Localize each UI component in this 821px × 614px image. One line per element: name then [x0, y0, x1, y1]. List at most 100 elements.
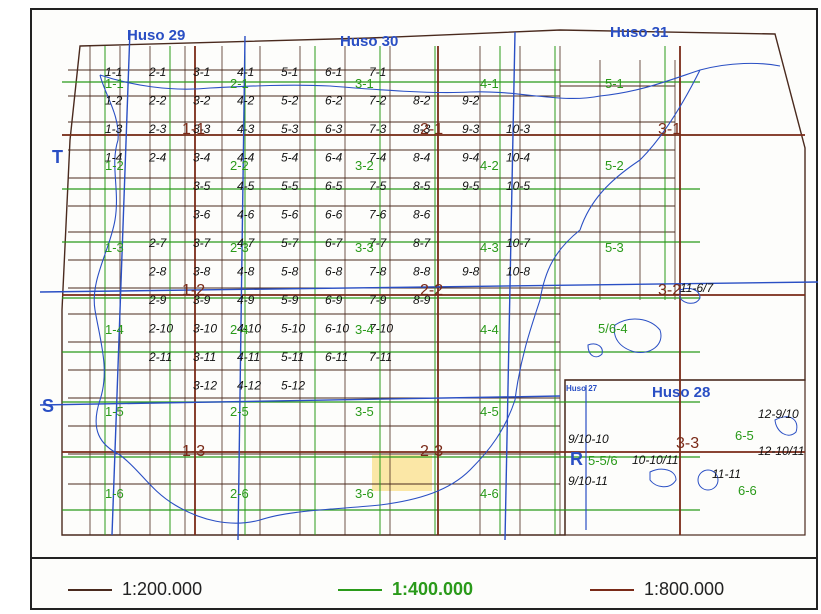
sheet-label-400000: 6-5	[735, 428, 754, 443]
legend-label-800000: 1:800.000	[644, 579, 725, 599]
sheet-label-200000: 5-7	[281, 236, 300, 250]
sheet-label-200000: 7-6	[369, 208, 387, 222]
sheet-label-200000: 10-4	[506, 151, 530, 165]
sheet-label-200000: 4-4	[237, 151, 255, 165]
legend-item-200000: 1:200.000	[68, 579, 202, 600]
sheet-label-200000: 5-2	[281, 94, 299, 108]
zone-boundary-line	[111, 29, 131, 536]
sheet-label-200000: 10-3	[506, 122, 530, 136]
sheet-label-400000: 4-5	[480, 404, 499, 419]
sheet-label-400000: 3-5	[355, 404, 374, 419]
sheet-label-200000: 8-2	[413, 94, 431, 108]
sheet-label-200000: 9-2	[462, 94, 480, 108]
sheet-label-200000: 9/10-11	[568, 474, 608, 488]
legend-line-200000	[68, 589, 112, 592]
sheet-label-400000: 3-2	[355, 158, 374, 173]
sheet-label-200000: 4-2	[237, 94, 255, 108]
coastline	[93, 62, 798, 524]
sheet-label-200000: 5-9	[281, 293, 299, 307]
sheet-label-200000: 6-10	[325, 322, 349, 336]
sheet-label-400000: 5-3	[605, 240, 624, 255]
sheet-label-200000: 7-1	[369, 65, 386, 79]
sheet-label-200000: 6-9	[325, 293, 343, 307]
sheet-label-200000: 7-7	[369, 236, 388, 250]
legend-line-800000	[590, 589, 634, 592]
sheet-label-200000: 10-10/11	[632, 453, 678, 467]
sheet-label-400000: 4-3	[480, 240, 499, 255]
sheet-label-400000: 5-5/6	[588, 453, 618, 468]
sheet-label-200000: 5-6	[281, 208, 299, 222]
sheet-label-200000: 4-9	[237, 293, 255, 307]
sheet-label-200000: 8-8	[413, 265, 431, 279]
sheet-label-200000: 7-8	[369, 265, 387, 279]
sheet-label-200000: 2-4	[148, 151, 167, 165]
sheet-label-200000: 3-4	[193, 151, 211, 165]
sheet-label-200000: 11-6/7	[680, 281, 714, 295]
highlighted-sheet	[372, 455, 432, 491]
sheet-label-200000: 1-2	[105, 94, 123, 108]
sheet-label-200000: 6-7	[325, 236, 344, 250]
sheet-label-200000: 7-5	[369, 179, 387, 193]
sheet-label-200000: 2-2	[148, 94, 167, 108]
sheet-label-200000: 5-4	[281, 151, 299, 165]
sheet-label-400000: 2-6	[230, 486, 249, 501]
sheet-label-200000: 8-7	[413, 236, 432, 250]
sheet-label-200000: 5-11	[281, 350, 304, 364]
sheet-label-200000: 1-1	[105, 65, 122, 79]
sheet-label-400000: 1-4	[105, 322, 124, 337]
sheet-label-400000: 1-1	[105, 76, 124, 91]
sheet-label-200000: 6-3	[325, 122, 343, 136]
zone-boundary-line	[237, 35, 246, 541]
sheet-label-200000: 2-7	[148, 236, 168, 250]
sheet-label-200000: 8-9	[413, 293, 431, 307]
sheet-label-200000: 2-11	[148, 350, 172, 364]
sheet-label-200000: 10-5	[506, 179, 530, 193]
legend-item-800000: 1:800.000	[590, 579, 724, 600]
zone-label: Huso 27	[566, 384, 598, 393]
sheet-label-200000: 7-3	[369, 122, 387, 136]
sheet-label-400000: 2-2	[230, 158, 249, 173]
legend-item-400000: 1:400.000	[338, 579, 473, 600]
sheet-label-800000: 1-1	[182, 121, 205, 138]
sheet-label-400000: 6-6	[738, 483, 757, 498]
sheet-label-200000: 6-6	[325, 208, 343, 222]
sheet-label-200000: 2-8	[148, 265, 167, 279]
sheet-label-200000: 9-8	[462, 265, 480, 279]
sheet-label-800000: 3-2	[658, 282, 681, 299]
latitude-label: R	[570, 449, 583, 469]
menorca-coast	[679, 287, 701, 304]
sheet-label-200000: 3-1	[193, 65, 210, 79]
legend-label-200000: 1:200.000	[122, 579, 203, 599]
sheet-label-200000: 8-6	[413, 208, 431, 222]
sheet-label-200000: 3-12	[193, 379, 217, 393]
sheet-label-200000: 4-11	[237, 350, 260, 364]
sheet-label-200000: 3-11	[193, 350, 216, 364]
sheet-label-200000: 5-10	[281, 322, 305, 336]
sheet-label-400000: 5-2	[605, 158, 624, 173]
sheet-label-200000: 5-8	[281, 265, 299, 279]
sheet-label-400000: 1-5	[105, 404, 124, 419]
sheet-label-400000: 4-4	[480, 322, 499, 337]
sheet-label-200000: 4-7	[237, 236, 256, 250]
sheet-label-200000: 2-10	[148, 322, 173, 336]
sheet-label-200000: 7-4	[369, 151, 387, 165]
sheet-label-200000: 2-3	[148, 122, 167, 136]
sheet-label-200000: 2-1	[148, 65, 166, 79]
sheet-label-200000: 2-9	[148, 293, 167, 307]
ibiza-coast	[587, 343, 603, 358]
sheet-label-200000: 9-3	[462, 122, 480, 136]
sheet-label-200000: 5-5	[281, 179, 299, 193]
sheet-index-map: Huso 29 Huso 30 Huso 31 Huso 28 Huso 27 T S R 1-…	[39, 24, 819, 541]
sheet-label-200000: 3-3	[193, 122, 211, 136]
gran-canaria-coast	[697, 469, 719, 491]
zone-label: Huso 29	[127, 27, 185, 44]
zone-label: Huso 30	[340, 33, 398, 50]
sheet-label-200000: 11-11	[712, 467, 741, 481]
sheet-label-400000: 4-6	[480, 486, 499, 501]
sheet-label-200000: 3-10	[193, 322, 217, 336]
sheet-label-200000: 1-4	[105, 151, 123, 165]
latitude-label: T	[52, 147, 63, 167]
sheet-label-200000: 7-11	[369, 350, 392, 364]
sheet-label-200000: 9-5	[462, 179, 480, 193]
sheet-label-400000: 5/6-4	[598, 321, 628, 336]
